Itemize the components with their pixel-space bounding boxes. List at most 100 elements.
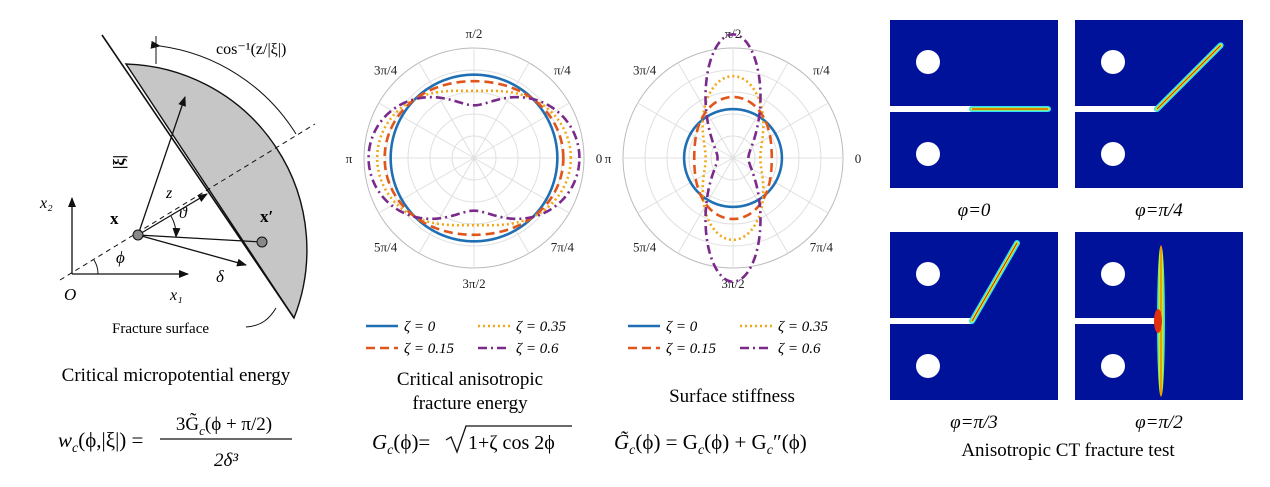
equation-a: wc(ϕ,|ξ|) = 3G̃c(ϕ + π/2) 2δ³ (58, 412, 292, 471)
point-x (132, 229, 144, 241)
fracture-surface-callout (245, 307, 277, 328)
legend-b-entry: ζ = 0.35 (516, 319, 566, 335)
legend-c-entry: ζ = 0.6 (778, 341, 821, 357)
plot-c-grid-spoke (637, 102, 734, 159)
ct-image-1 (890, 20, 1058, 188)
plot-c-series-zeta-0 (682, 107, 784, 209)
plot-c-tick-label: π/4 (813, 63, 830, 78)
ct-specimen-background (890, 20, 1058, 188)
ct-notch (890, 318, 972, 324)
label-delta: δ (216, 267, 225, 286)
plot-c-grid-spoke (732, 102, 829, 159)
ct-image-2 (1075, 20, 1243, 188)
plot-b-tick-label: 3π/4 (374, 63, 398, 78)
legend-c-entry: ζ = 0 (666, 319, 698, 335)
label-theta: ϑ (179, 205, 188, 222)
plot-b-grid-spoke (473, 62, 530, 159)
delta-vector (137, 234, 247, 267)
caption-d: Anisotropic CT fracture test (961, 440, 1175, 461)
svg-text:3G̃c(ϕ + π/2): 3G̃c(ϕ + π/2) (176, 412, 272, 438)
xi-vector (137, 96, 186, 236)
plot-b-grid-spoke (473, 102, 570, 159)
plot-c-tick-label: 3π/4 (633, 63, 657, 78)
plot-c-tick-label: π (605, 151, 612, 166)
label-phi: ϕ (116, 248, 125, 267)
svg-text:1+ζ cos 2ϕ: 1+ζ cos 2ϕ (468, 432, 555, 454)
panel-d-ct-tests: φ=0 φ=π/4 φ=π/3 φ=π/2 (890, 20, 1243, 433)
normal-dashed-line (59, 123, 316, 281)
ct-image-label: φ=π/2 (1135, 412, 1183, 433)
legend-b-entry: ζ = 0.15 (404, 341, 454, 357)
plot-b-grid-spoke (378, 157, 475, 214)
plot-c-grid-spoke (637, 157, 734, 214)
crack-tip-zone (1154, 309, 1162, 333)
caption-b-line2: fracture energy (412, 393, 528, 414)
panel-a-schematic: cos⁻¹(z/|ξ|) |ξ| z ϑ x x′ x₂ x₁ ϕ δ O Fr… (39, 34, 316, 471)
theta-arc (170, 215, 181, 238)
plot-b-series-zeta-0p35 (375, 89, 573, 227)
caption-c: Surface stiffness (669, 386, 795, 407)
radical-sign (445, 425, 572, 454)
ct-hole-bottom (1101, 142, 1125, 166)
plot-b-grid-spoke (418, 62, 475, 159)
plot-c-series-zeta-0p35 (701, 74, 765, 242)
svg-text:Gc(ϕ)=: Gc(ϕ)= (372, 430, 430, 458)
svg-text:G̃c(ϕ) = Gc(ϕ) + Gc″(ϕ): G̃c(ϕ) = Gc(ϕ) + Gc″(ϕ) (614, 430, 807, 458)
ct-hole-top (916, 50, 940, 74)
ct-notch (890, 106, 972, 112)
ct-hole-bottom (1101, 354, 1125, 378)
plot-b-tick-label: 7π/4 (551, 239, 575, 254)
ct-hole-bottom (916, 142, 940, 166)
plot-c-tick-label: 5π/4 (633, 239, 657, 254)
plot-b-series-zeta-0 (389, 73, 559, 243)
bond-to-xprime (137, 234, 263, 243)
caption-a: Critical micropotential energy (62, 365, 291, 386)
plot-b-grid-spoke (473, 157, 530, 254)
legend-c: ζ = 0 ζ = 0.35 ζ = 0.15 ζ = 0.6 (628, 319, 828, 357)
equation-b: Gc(ϕ)= 1+ζ cos 2ϕ (372, 425, 572, 458)
ct-image-label: φ=π/4 (1135, 200, 1183, 221)
plot-b-tick-label: π/2 (466, 26, 483, 41)
ct-hole-top (1101, 262, 1125, 286)
legend-c-entry: ζ = 0.35 (778, 319, 828, 335)
plot-b-tick-label: π (346, 151, 353, 166)
plot-b-series-zeta-0p15 (383, 79, 565, 237)
crack-path-core (971, 242, 1018, 322)
z-vector (137, 193, 208, 236)
label-z: z (165, 185, 173, 202)
equation-c: G̃c(ϕ) = Gc(ϕ) + Gc″(ϕ) (614, 430, 807, 458)
legend-b: ζ = 0 ζ = 0.35 ζ = 0.15 ζ = 0.6 (366, 319, 566, 357)
label-x2: x₂ (39, 195, 53, 212)
legend-b-entry: ζ = 0.6 (516, 341, 559, 357)
plot-b-grid-spoke (473, 157, 570, 214)
plot-b-grid-spoke (418, 157, 475, 254)
ct-image-3 (890, 232, 1058, 400)
ct-notch (1075, 318, 1157, 324)
svg-text:2δ³: 2δ³ (214, 450, 238, 471)
ct-image-label: φ=0 (958, 200, 991, 221)
label-origin: O (64, 285, 76, 304)
label-acos: cos⁻¹(z/|ξ|) (216, 41, 286, 58)
legend-b-entry: ζ = 0 (404, 319, 436, 335)
legend-c-entry: ζ = 0.15 (666, 341, 716, 357)
ct-hole-top (916, 262, 940, 286)
ct-hole-top (1101, 50, 1125, 74)
label-fracture-surface: Fracture surface (112, 321, 209, 337)
point-xprime (256, 236, 268, 248)
plot-b-tick-label: 0 (596, 151, 603, 166)
label-x: x (110, 209, 119, 228)
crack-path-core (1156, 45, 1221, 110)
horizon-half-disk (124, 63, 308, 320)
ct-hole-bottom (916, 354, 940, 378)
plot-c-grid-spoke (732, 157, 829, 214)
label-x1: x₁ (169, 287, 183, 304)
plot-b-tick-label: 5π/4 (374, 239, 398, 254)
ct-image-4 (1075, 232, 1243, 400)
ct-image-label: φ=π/3 (950, 412, 998, 433)
label-xprime: x′ (260, 207, 273, 226)
ct-notch (1075, 106, 1157, 112)
plot-b-grid-spoke (378, 102, 475, 159)
